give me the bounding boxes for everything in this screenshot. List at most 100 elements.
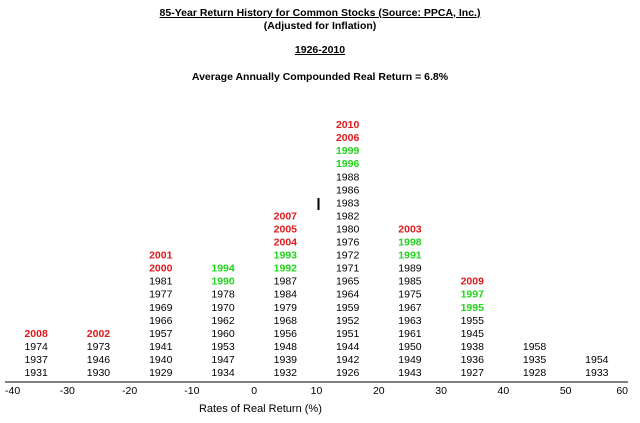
- year-label: 1977: [149, 289, 173, 301]
- year-label: 1939: [274, 354, 298, 366]
- year-label: 1996: [336, 158, 360, 170]
- year-label: 1953: [211, 341, 235, 353]
- x-axis-ticks: -40 -30 -20 -10 0 10 20 30 40 50 60: [5, 385, 628, 397]
- year-label: 1971: [336, 263, 360, 275]
- year-label: 1948: [274, 341, 298, 353]
- year-label: 1955: [461, 315, 485, 327]
- year-label: 2002: [87, 328, 111, 340]
- year-label: 1952: [336, 315, 360, 327]
- year-label: 1941: [149, 341, 173, 353]
- year-label: 1926: [336, 367, 360, 379]
- average-return-label: Average Annually Compounded Real Return …: [191, 71, 449, 83]
- year-label: 1974: [24, 341, 48, 353]
- year-label: 1956: [274, 328, 298, 340]
- chart-title: 85-Year Return History for Common Stocks…: [159, 7, 481, 19]
- year-label: 1931: [24, 367, 48, 379]
- year-label: 1945: [461, 328, 485, 340]
- year-label: 1928: [523, 367, 547, 379]
- year-label: 1998: [398, 237, 422, 249]
- x-tick-label: 50: [560, 385, 572, 397]
- chart-subtitle: (Adjusted for Inflation): [263, 20, 377, 32]
- year-label: 1934: [211, 367, 235, 379]
- x-axis-label: Rates of Real Return (%): [199, 403, 322, 415]
- year-label: 1940: [149, 354, 173, 366]
- year-label: 1982: [336, 210, 360, 222]
- x-tick-label: -10: [184, 385, 199, 397]
- x-tick-label: -40: [5, 385, 20, 397]
- year-label: 1947: [211, 354, 235, 366]
- year-label: 1964: [336, 289, 360, 301]
- year-label: 1992: [274, 263, 298, 275]
- year-label: 1944: [336, 341, 360, 353]
- year-label: 1965: [336, 276, 360, 288]
- year-label: 2008: [24, 328, 48, 340]
- year-label: 1967: [398, 302, 422, 314]
- year-label: 1981: [149, 276, 173, 288]
- year-label: 2005: [274, 223, 298, 235]
- x-tick-label: 40: [498, 385, 510, 397]
- period-label: 1926-2010: [294, 44, 346, 56]
- year-label: 1927: [461, 367, 485, 379]
- year-label: 2000: [149, 263, 173, 275]
- x-tick-label: -30: [60, 385, 75, 397]
- year-label: 1932: [274, 367, 298, 379]
- year-label: 2003: [398, 223, 422, 235]
- x-tick-label: -20: [122, 385, 137, 397]
- year-label: 1954: [585, 354, 609, 366]
- year-label: 1966: [149, 315, 173, 327]
- year-label: 2001: [149, 250, 173, 262]
- year-label: 1991: [398, 250, 422, 262]
- year-label: 1995: [461, 302, 485, 314]
- year-label: 1968: [274, 315, 298, 327]
- year-label: 1997: [461, 289, 485, 301]
- year-label: 1983: [336, 197, 360, 209]
- year-label: 1984: [274, 289, 298, 301]
- year-label: 1930: [87, 367, 111, 379]
- year-label: 2004: [274, 237, 298, 249]
- year-label: 1959: [336, 302, 360, 314]
- year-label: 1978: [211, 289, 235, 301]
- year-label: 1935: [523, 354, 547, 366]
- year-label: 1986: [336, 184, 360, 196]
- year-label: 1958: [523, 341, 547, 353]
- year-label: 1950: [398, 341, 422, 353]
- year-label: 1937: [24, 354, 48, 366]
- year-label: 1951: [336, 328, 360, 340]
- year-label: 1973: [87, 341, 111, 353]
- year-label: 1936: [461, 354, 485, 366]
- year-label: 1970: [211, 302, 235, 314]
- year-label: 1987: [274, 276, 298, 288]
- year-label: 1989: [398, 263, 422, 275]
- x-tick-label: 0: [251, 385, 257, 397]
- year-label: 2006: [336, 132, 360, 144]
- year-label: 1993: [274, 250, 298, 262]
- year-label: 1962: [211, 315, 235, 327]
- year-label: 1961: [398, 328, 422, 340]
- year-label: 1960: [211, 328, 235, 340]
- year-label: 1999: [336, 145, 360, 157]
- x-tick-label: 30: [435, 385, 447, 397]
- x-tick-label: 10: [311, 385, 323, 397]
- year-label: 1969: [149, 302, 173, 314]
- year-label: 1975: [398, 289, 422, 301]
- year-label: 1946: [87, 354, 111, 366]
- year-label: 2009: [461, 276, 485, 288]
- year-label: 2010: [336, 119, 360, 131]
- year-label: 2007: [274, 210, 298, 222]
- year-label: 1988: [336, 171, 360, 183]
- year-label: 1942: [336, 354, 360, 366]
- year-label: 1994: [211, 263, 235, 275]
- year-label: 1980: [336, 223, 360, 235]
- year-label: 1976: [336, 237, 360, 249]
- x-tick-label: 60: [616, 385, 628, 397]
- year-label: 1972: [336, 250, 360, 262]
- year-label: 1957: [149, 328, 173, 340]
- year-label: 1929: [149, 367, 173, 379]
- year-label: 1985: [398, 276, 422, 288]
- year-label: 1938: [461, 341, 485, 353]
- year-label: 1963: [398, 315, 422, 327]
- year-label: 1933: [585, 367, 609, 379]
- year-label: 1949: [398, 354, 422, 366]
